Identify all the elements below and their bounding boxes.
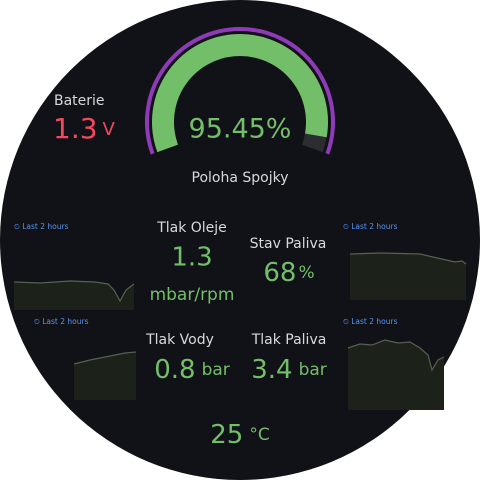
sparkline-area (14, 281, 134, 310)
time-range-text: Last 2 hours (351, 317, 397, 326)
sparkline (347, 339, 445, 372)
sparkline-area (348, 340, 444, 410)
battery-unit: V (103, 119, 116, 140)
sparkline (13, 280, 135, 303)
temperature-unit: °C (249, 425, 269, 445)
fuel-level-value: 68 (263, 258, 296, 288)
time-range: ⏲ Last 2 hours (343, 317, 398, 326)
time-range: ⏲ Last 2 hours (34, 317, 89, 326)
time-range: ⏲ Last 2 hours (343, 222, 398, 231)
time-range-text: Last 2 hours (42, 317, 88, 326)
sparkline (349, 252, 467, 265)
temperature-reading: 25 °C (210, 420, 269, 450)
oil-pressure-label: Tlak Oleje (156, 220, 227, 236)
time-range-text: Last 2 hours (22, 222, 68, 231)
oil-pressure-unit: mbar/rpm (150, 285, 235, 305)
battery-label: Baterie (54, 93, 105, 109)
fuel-level-unit: % (298, 263, 314, 283)
gauge-title: Poloha Spojky (192, 170, 289, 186)
gauge-value: 95.45% (189, 114, 292, 145)
fuel-pressure-unit: bar (299, 360, 327, 380)
time-range: ⏲ Last 2 hours (14, 222, 69, 231)
sparkline-area (350, 253, 466, 300)
fuel-pressure-value: 3.4 (251, 355, 292, 385)
water-pressure-reading: 0.8 bar (154, 355, 230, 385)
fuel-level-reading: 68% (263, 258, 314, 288)
fuel-pressure-label: Tlak Paliva (251, 332, 327, 348)
sparkline (73, 351, 137, 365)
battery-value: 1.3 (53, 112, 98, 145)
temperature-value: 25 (210, 420, 243, 450)
oil-pressure-value: 1.3 (171, 243, 212, 273)
water-pressure-value: 0.8 (154, 355, 195, 385)
fuel-pressure-reading: 3.4 bar (251, 355, 327, 385)
sparkline-area (74, 352, 136, 400)
gauge-fill (152, 34, 328, 153)
gauge-threshold (145, 27, 335, 155)
fuel-level-label: Stav Paliva (250, 236, 327, 252)
battery-reading: 1.3 V (53, 112, 116, 145)
gauge (145, 27, 335, 155)
water-pressure-label: Tlak Vody (145, 332, 214, 348)
time-range-text: Last 2 hours (351, 222, 397, 231)
water-pressure-unit: bar (202, 360, 230, 380)
